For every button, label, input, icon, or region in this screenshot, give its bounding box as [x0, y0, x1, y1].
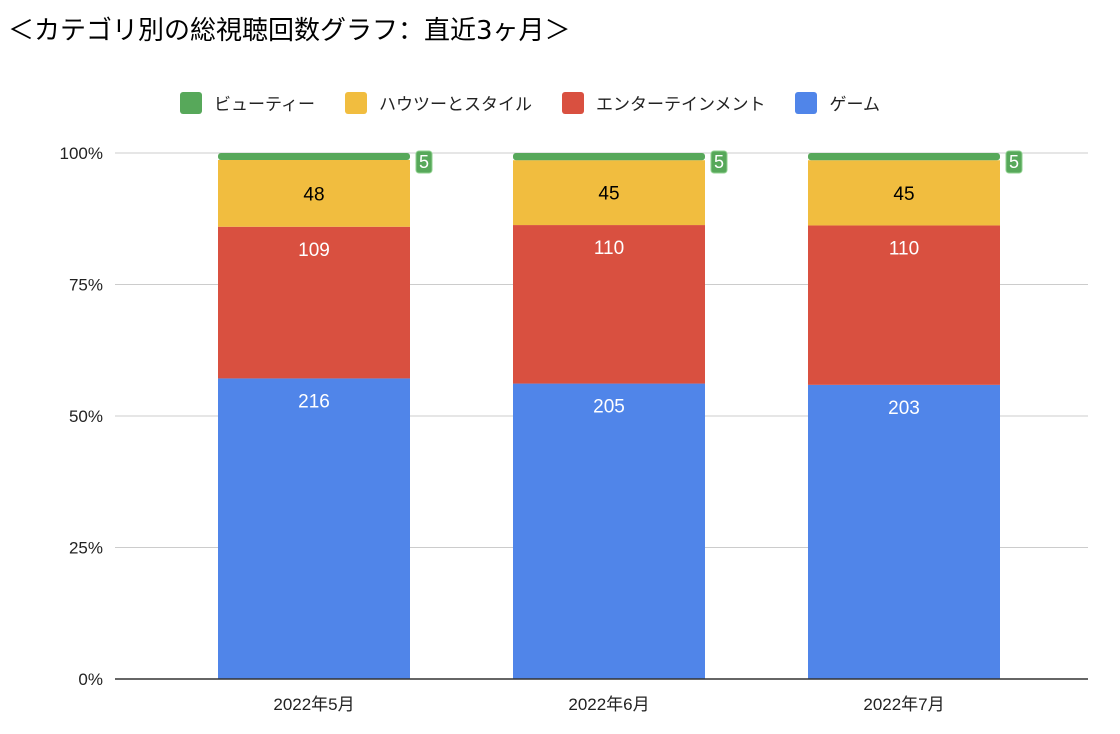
data-label: 5	[419, 152, 429, 172]
y-tick-label: 0%	[78, 670, 103, 689]
data-label: 110	[889, 238, 919, 259]
data-label-bg	[415, 150, 433, 174]
bar-segment	[218, 159, 410, 227]
chart-title: ＜カテゴリ別の総視聴回数グラフ：直近3ヶ月＞	[8, 16, 571, 46]
data-label: 110	[594, 238, 624, 259]
bar-segment	[808, 384, 1000, 679]
data-label: 45	[893, 184, 914, 205]
y-tick-label: 50%	[69, 407, 103, 426]
data-label-bg	[1005, 150, 1023, 174]
x-tick-label: 2022年7月	[863, 695, 944, 714]
legend-label: ビューティー	[214, 95, 315, 115]
data-label: 45	[598, 184, 619, 205]
bar-segment	[513, 383, 705, 679]
legend-swatch	[561, 91, 584, 114]
bar-segment	[808, 153, 1000, 161]
bar-segment	[513, 225, 705, 384]
bar-segment	[808, 160, 1000, 226]
data-label: 5	[714, 152, 724, 172]
legend-swatch	[344, 91, 367, 114]
x-tick-label: 2022年5月	[273, 695, 354, 714]
data-label: 216	[298, 391, 330, 412]
data-label: 205	[593, 397, 625, 418]
legend-item: ゲーム	[795, 90, 880, 115]
data-label-bg	[710, 150, 728, 174]
x-tick-label: 2022年6月	[568, 695, 649, 714]
legend-label: ゲーム	[829, 95, 880, 115]
legend-swatch	[180, 91, 202, 114]
legend-label: エンターテインメント	[595, 95, 766, 115]
legend-swatch	[795, 91, 818, 114]
legend-item: エンターテインメント	[561, 90, 766, 115]
legend: ビューティー ハウツーとスタイル エンターテインメント ゲーム	[180, 90, 880, 115]
bar-segment	[513, 160, 705, 226]
data-label: 48	[303, 184, 324, 205]
data-label: 203	[888, 398, 920, 419]
y-tick-label: 100%	[60, 144, 103, 163]
legend-item: ハウツーとスタイル	[344, 90, 532, 115]
y-tick-label: 25%	[69, 539, 103, 558]
bar-segment	[218, 226, 410, 379]
legend-label: ハウツーとスタイル	[378, 95, 532, 115]
data-label: 109	[298, 240, 330, 261]
bar-segment	[808, 225, 1000, 385]
bar-segment	[513, 153, 705, 161]
y-tick-label: 75%	[69, 276, 103, 295]
data-label: 5	[1009, 152, 1019, 172]
legend-item: ビューティー	[180, 90, 315, 115]
bar-segment	[218, 378, 410, 679]
bar-segment	[218, 153, 410, 160]
